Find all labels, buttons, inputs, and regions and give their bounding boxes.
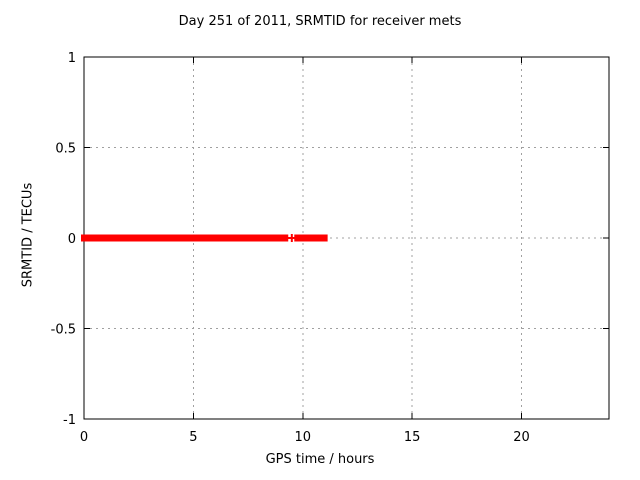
- y-tick-label: 1: [68, 51, 76, 66]
- data-segment: [280, 234, 289, 242]
- data-segment: [81, 234, 282, 242]
- data-segment: [294, 234, 328, 242]
- x-axis-label: GPS time / hours: [265, 452, 375, 467]
- x-tick-label: 10: [294, 430, 311, 445]
- chart-title: Day 251 of 2011, SRMTID for receiver met…: [178, 14, 462, 29]
- x-tick-label: 0: [80, 430, 88, 445]
- x-tick-label: 15: [404, 430, 421, 445]
- y-tick-label: -0.5: [51, 323, 76, 338]
- x-tick-label: 20: [513, 430, 530, 445]
- y-tick-label: 0.5: [55, 142, 76, 157]
- y-tick-label: 0: [68, 232, 76, 247]
- x-tick-label: 5: [189, 430, 197, 445]
- y-tick-label: -1: [63, 413, 76, 428]
- y-axis-label: SRMTID / TECUs: [20, 182, 36, 288]
